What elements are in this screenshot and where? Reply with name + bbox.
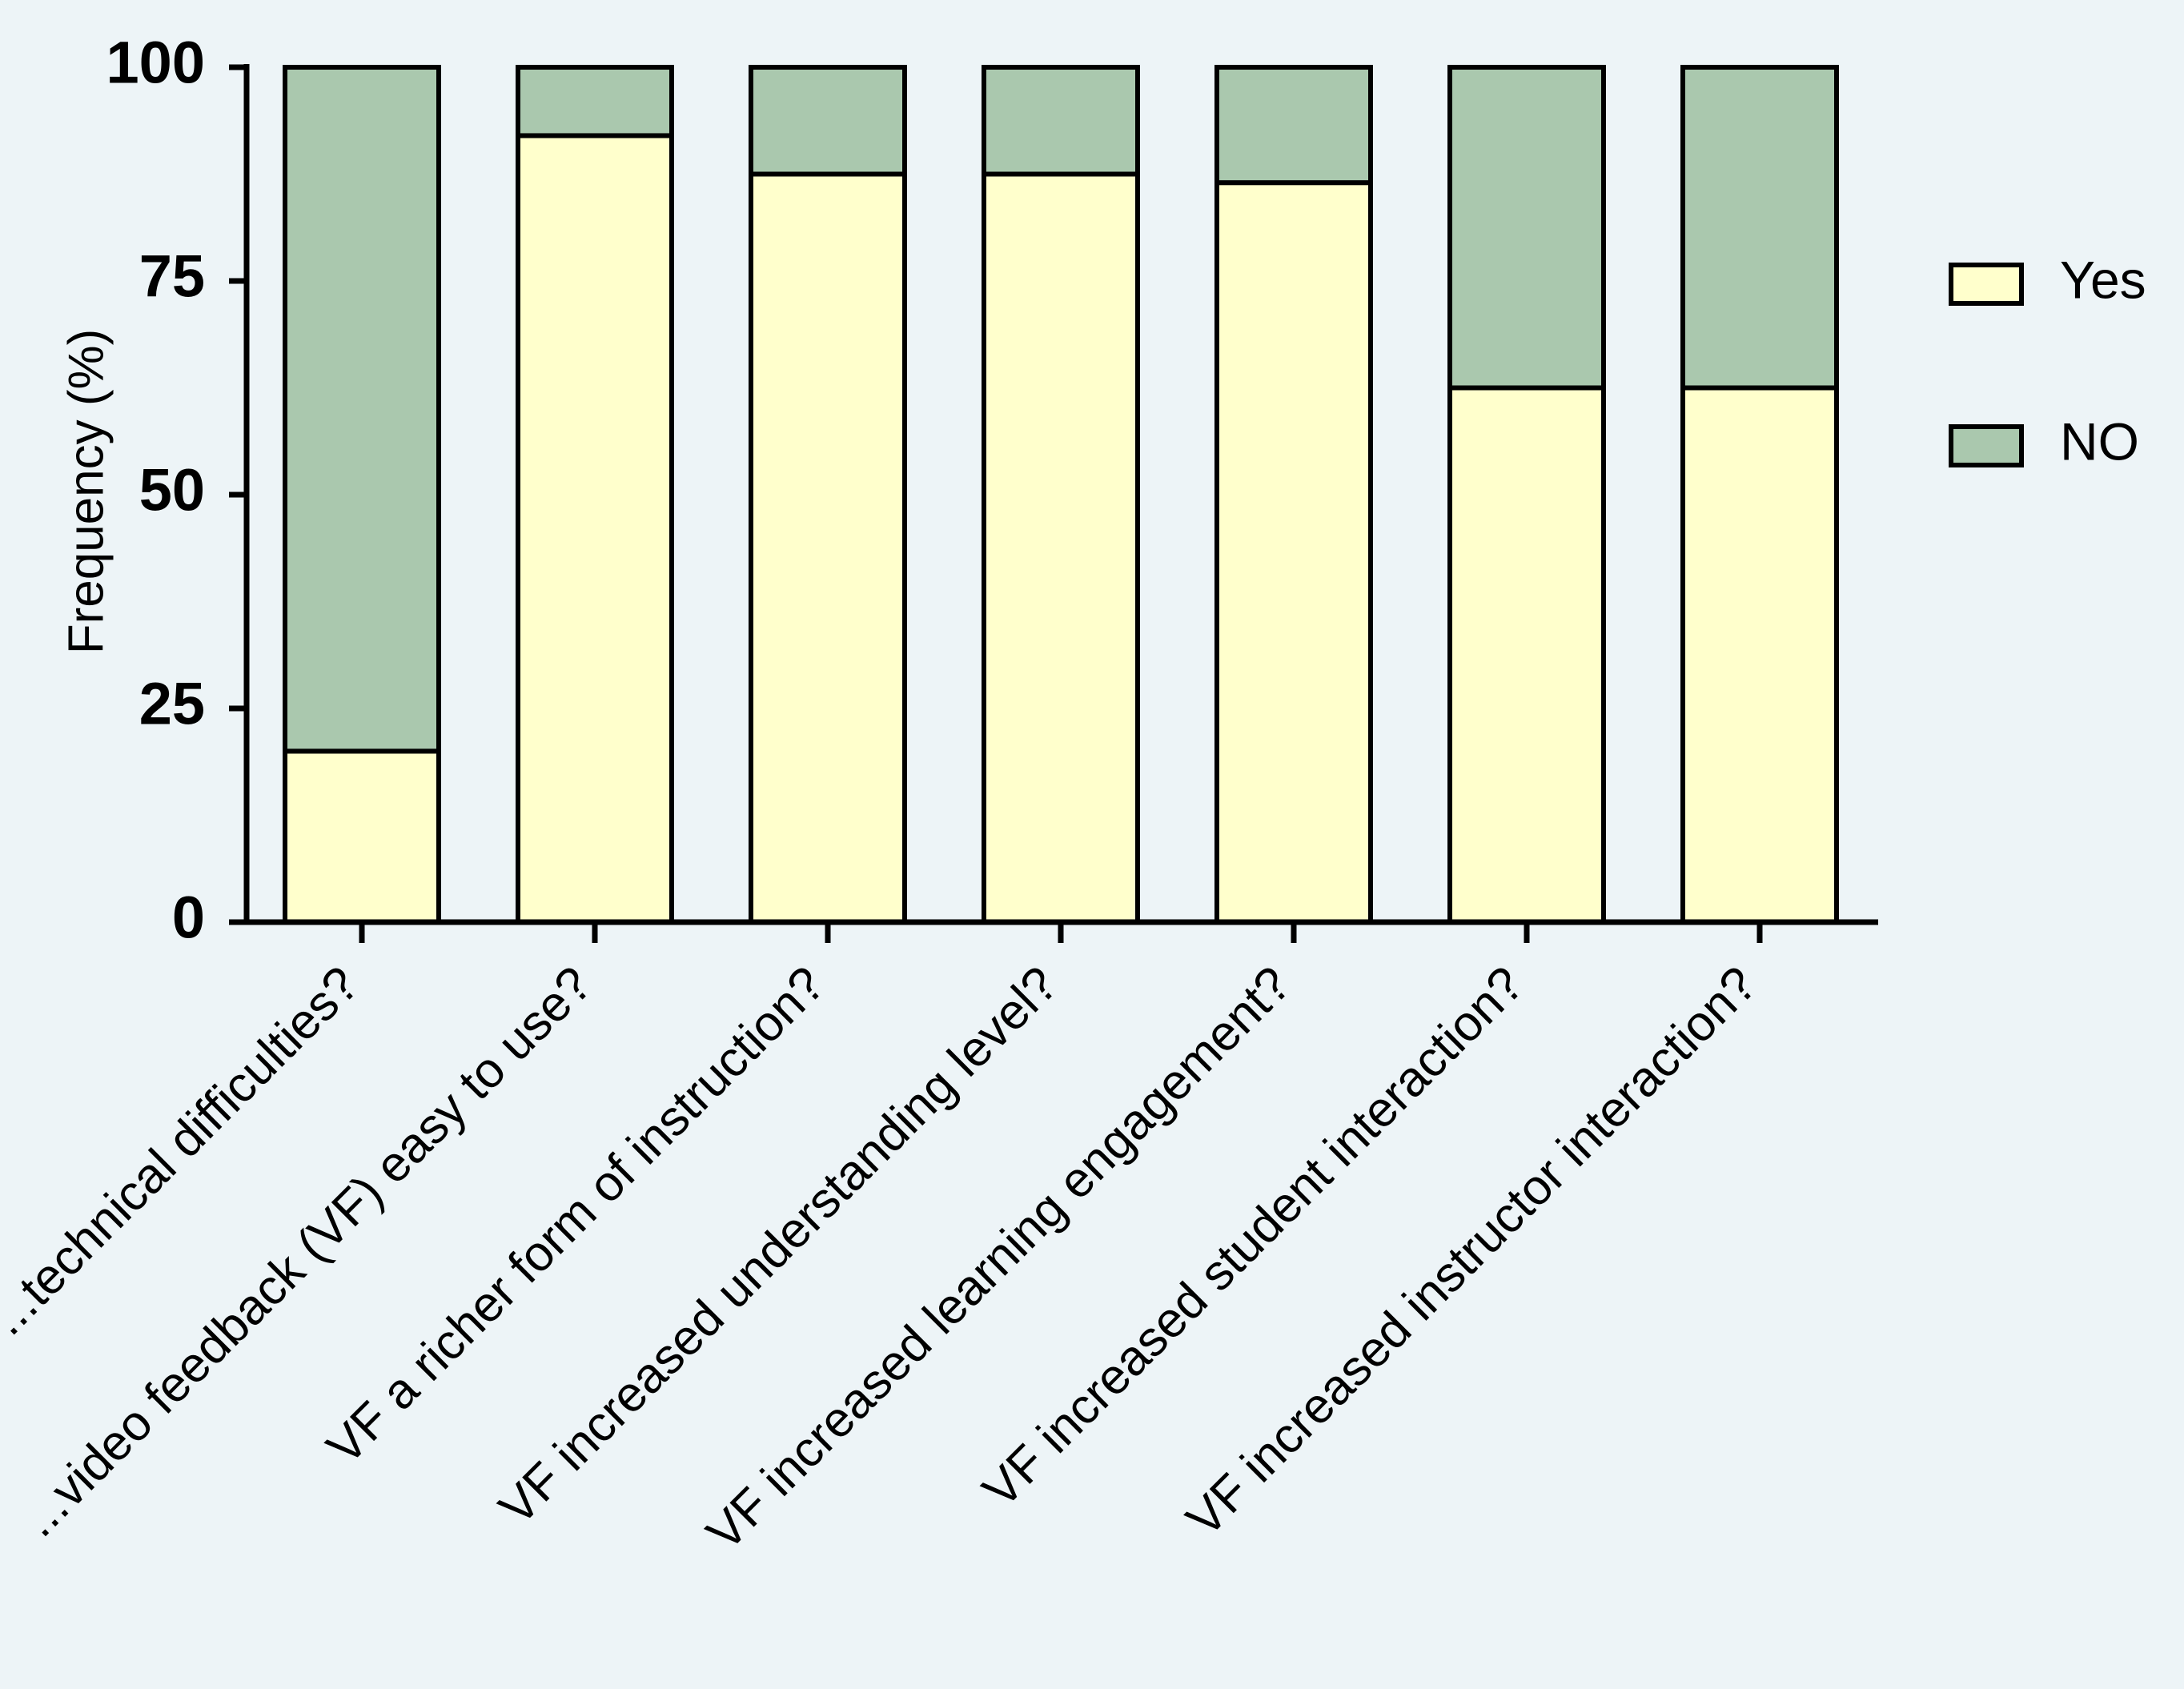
legend-swatch-no <box>1949 424 2024 467</box>
bar-no-segment <box>283 65 441 754</box>
bar-no-segment <box>1214 65 1373 186</box>
x-category-label: ...technical difficulties? <box>0 957 369 1346</box>
bar-yes-segment <box>516 133 674 925</box>
bar-yes-segment <box>749 171 907 925</box>
bar-no-segment <box>1680 65 1839 391</box>
y-tick-label: 0 <box>172 885 205 951</box>
legend-swatch-yes <box>1949 263 2024 306</box>
x-ticks-layer: ...technical difficulties?...video feedb… <box>0 922 1767 1561</box>
y-axis-title: Frequency (%) <box>58 329 114 655</box>
bar-yes-segment <box>1447 385 1606 925</box>
legend-label-no: NO <box>2060 411 2139 471</box>
bar-yes-segment <box>283 748 441 925</box>
legend: Yes NO <box>1949 250 2146 471</box>
x-category-label: VF a richer form of instruction? <box>316 957 835 1475</box>
y-tick-label: 50 <box>139 457 205 524</box>
y-tick-label: 75 <box>139 243 205 310</box>
y-tick-label: 100 <box>106 30 205 96</box>
legend-label-yes: Yes <box>2060 250 2146 309</box>
bars-layer <box>283 65 1839 925</box>
bar-no-segment <box>749 65 907 177</box>
bar-yes-segment <box>1214 180 1373 925</box>
bar-no-segment <box>516 65 674 138</box>
y-ticks-layer: 0 25 50 75 100 <box>106 30 247 951</box>
bar-no-segment <box>982 65 1140 177</box>
bar-no-segment <box>1447 65 1606 391</box>
y-tick-label: 25 <box>139 671 205 737</box>
bar-yes-segment <box>1680 385 1839 925</box>
bar-yes-segment <box>982 171 1140 925</box>
